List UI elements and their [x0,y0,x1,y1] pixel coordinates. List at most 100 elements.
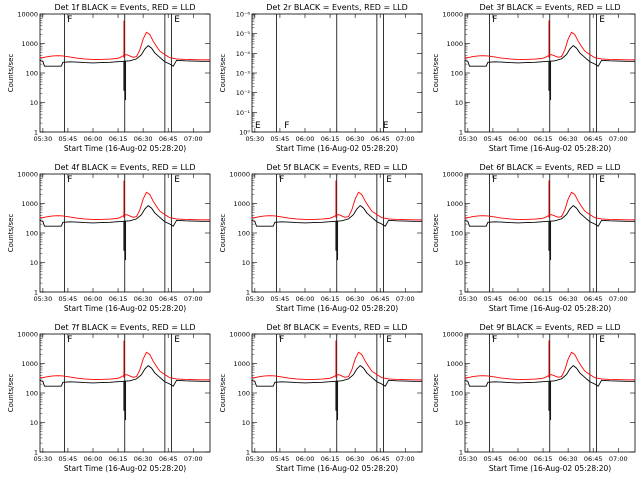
x-tick-label: 06:45 [584,295,603,303]
x-tick-label: 05:45 [271,455,290,463]
x-axis-label: Start Time (16-Aug-02 05:28:20) [64,464,186,473]
y-tick-label: 10000 [17,11,38,19]
x-tick-label: 06:45 [371,455,390,463]
y-tick-label: 10⁻⁵ [236,30,251,38]
mode-mark: E [174,335,180,345]
y-tick-label: 10000 [17,331,38,339]
mode-mark: F [492,175,497,185]
series-lld-line [464,31,635,61]
x-tick-label: 05:30 [458,295,477,303]
series-events-line [39,205,210,227]
y-tick-label: 1000 [233,360,250,368]
mode-mark: E [386,335,392,345]
x-tick-label: 06:15 [109,455,128,463]
x-tick-label: 05:30 [245,295,264,303]
series-events-line [464,365,635,387]
y-tick-label: 100 [451,230,463,238]
y-tick-label: 10 [30,259,38,267]
y-tick-label: 10000 [442,331,463,339]
x-tick-label: 06:30 [134,455,153,463]
panel-title: Det 3f BLACK = Events, RED = LLD [479,3,620,12]
x-tick-label: 07:00 [396,135,415,143]
x-tick-label: 07:00 [184,135,203,143]
x-tick-label: 06:30 [559,295,578,303]
x-axis-label: Start Time (16-Aug-02 05:28:20) [276,304,398,313]
panel-title: Det 4f BLACK = Events, RED = LLD [54,163,195,172]
y-tick-label: 1000 [446,360,463,368]
series-events-line [39,45,210,67]
y-tick-label: 10⁻¹ [236,109,251,117]
y-axis-label: Counts/sec [432,374,440,413]
y-tick-label: 1000 [21,200,38,208]
y-tick-label: 10 [30,99,38,107]
x-tick-label: 06:15 [534,135,553,143]
mode-mark: E [386,175,392,185]
x-axis-label: Start Time (16-Aug-02 05:28:20) [489,464,611,473]
y-tick-label: 10⁻⁶ [236,11,251,19]
x-tick-label: 06:30 [346,455,365,463]
x-axis-label: Start Time (16-Aug-02 05:28:20) [489,144,611,153]
x-tick-label: 06:00 [84,135,103,143]
x-tick-label: 05:45 [59,295,78,303]
x-tick-label: 06:15 [534,455,553,463]
series-lld-line [464,351,635,381]
x-tick-label: 06:15 [321,455,340,463]
x-tick-label: 06:45 [584,455,603,463]
y-tick-label: 10000 [442,11,463,19]
mode-mark: F [67,335,72,345]
x-axis-label: Start Time (16-Aug-02 05:28:20) [276,464,398,473]
x-tick-label: 05:30 [33,135,52,143]
y-tick-label: 10⁻⁴ [236,50,251,58]
x-tick-label: 06:15 [321,135,340,143]
x-tick-label: 05:45 [484,135,503,143]
x-tick-label: 05:45 [59,455,78,463]
mode-mark: F [284,121,289,131]
series-events-line [251,205,422,227]
y-tick-label: 100 [451,70,463,78]
x-tick-label: 06:00 [296,295,315,303]
y-tick-label: 10000 [17,171,38,179]
panel-det-2: Det 2r BLACK = Events, RED = LLD Counts/s… [219,3,423,153]
panel-det-4: Det 4f BLACK = Events, RED = LLD Counts/s… [7,163,211,313]
y-axis-label: Counts/sec [432,54,440,93]
x-tick-label: 06:30 [134,295,153,303]
y-axis-label: Counts/sec [7,214,15,253]
x-tick-label: 06:45 [584,135,603,143]
panel-title: Det 5f BLACK = Events, RED = LLD [266,163,407,172]
y-tick-label: 10 [30,419,38,427]
x-tick-label: 06:30 [559,135,578,143]
x-tick-label: 06:30 [346,295,365,303]
x-tick-label: 06:45 [159,455,178,463]
y-tick-label: 10 [242,259,250,267]
x-tick-label: 06:45 [159,135,178,143]
y-tick-label: 100 [238,230,250,238]
x-tick-label: 06:00 [509,135,528,143]
x-tick-label: 05:45 [271,135,290,143]
y-tick-label: 1 [246,449,250,457]
y-tick-label: 10 [242,419,250,427]
y-tick-label: 100 [26,390,38,398]
y-tick-label: 10 [455,419,463,427]
x-tick-label: 07:00 [184,295,203,303]
y-tick-label: 10000 [229,331,250,339]
x-tick-label: 06:15 [109,295,128,303]
y-tick-label: 10⁰ [239,129,250,137]
y-axis-label: Counts/sec [219,214,227,253]
x-tick-label: 06:00 [509,295,528,303]
x-tick-label: 07:00 [609,135,628,143]
series-lld-line [39,31,210,61]
x-tick-label: 05:30 [245,135,264,143]
y-tick-label: 10 [455,99,463,107]
x-axis-label: Start Time (16-Aug-02 05:28:20) [64,144,186,153]
x-tick-label: 05:45 [484,455,503,463]
x-tick-label: 06:00 [84,295,103,303]
x-tick-label: 06:00 [509,455,528,463]
x-tick-label: 06:00 [84,455,103,463]
series-lld-line [251,351,422,381]
x-tick-label: 06:45 [371,295,390,303]
series-lld-line [39,191,210,221]
y-axis-label: Counts/sec [432,214,440,253]
x-tick-label: 05:30 [33,295,52,303]
x-tick-label: 06:15 [109,135,128,143]
